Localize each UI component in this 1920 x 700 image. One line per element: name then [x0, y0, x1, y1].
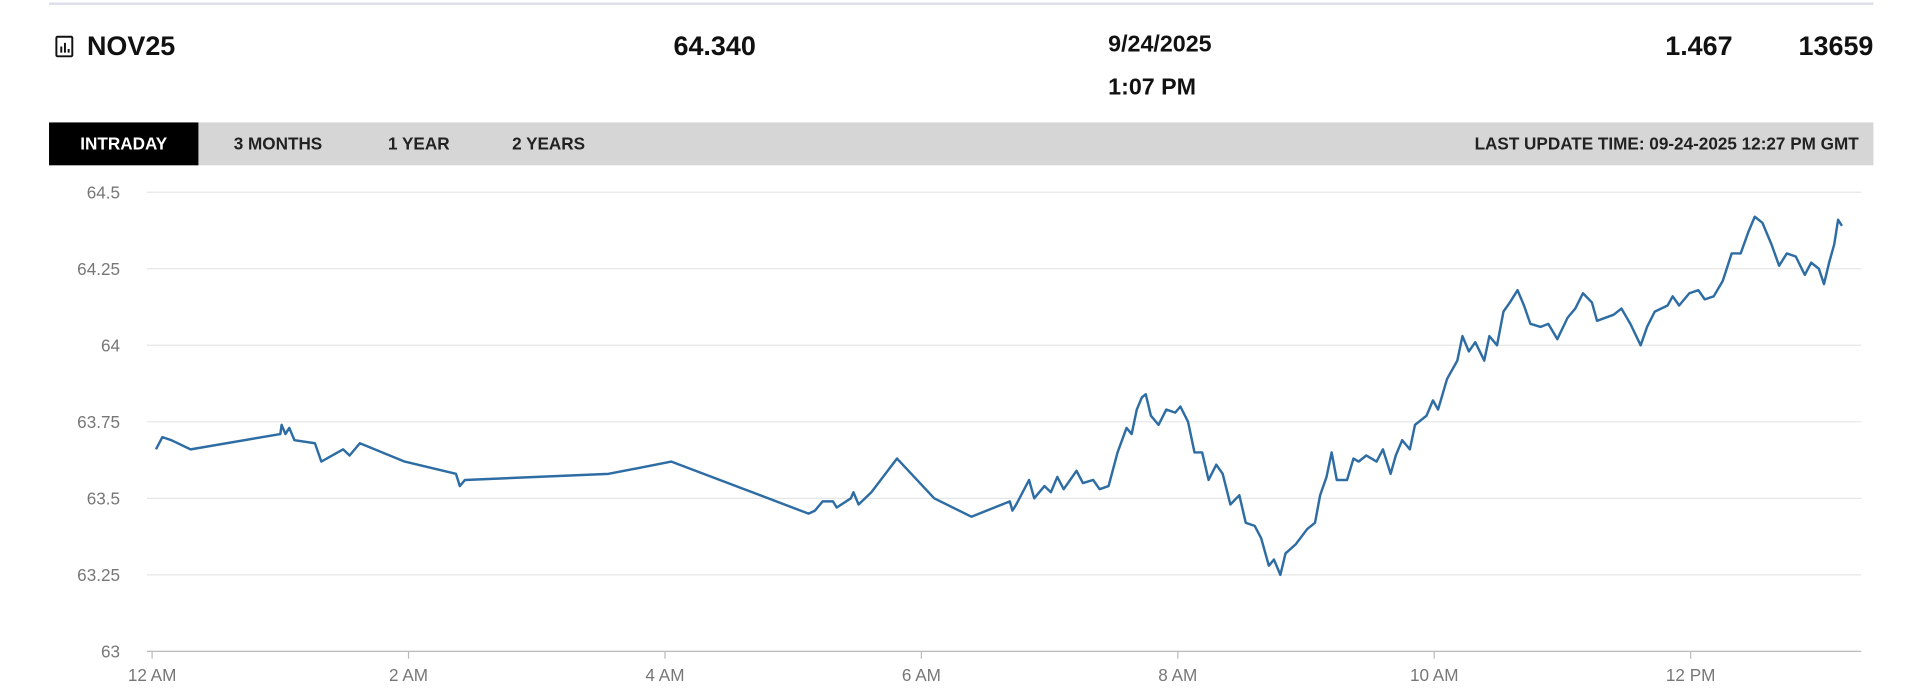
x-tick-label: 2 AM: [389, 665, 428, 685]
tab-bar: [49, 122, 1874, 166]
change: 1.467: [1665, 31, 1732, 61]
y-tick-label: 63.5: [87, 488, 120, 508]
tab[interactable]: 1 YEAR: [388, 133, 450, 153]
y-tick-label: 63: [101, 642, 120, 662]
x-tick-label: 12 PM: [1666, 665, 1716, 685]
price-line: [154, 215, 1843, 577]
last-update: LAST UPDATE TIME: 09-24-2025 12:27 PM GM…: [1475, 133, 1860, 153]
y-tick-label: 64.5: [87, 182, 120, 202]
date: 9/24/2025: [1108, 30, 1212, 56]
price: 64.340: [673, 31, 755, 61]
volume: 13659: [1799, 31, 1874, 61]
y-tick-label: 64.25: [77, 259, 120, 279]
symbol: NOV25: [87, 31, 175, 61]
tab[interactable]: 2 YEARS: [512, 133, 585, 153]
tab[interactable]: INTRADAY: [80, 133, 167, 153]
time: 1:07 PM: [1108, 73, 1196, 99]
y-tick-label: 63.25: [77, 565, 120, 585]
active-tab[interactable]: [49, 122, 199, 166]
x-tick-label: 4 AM: [645, 665, 684, 685]
x-tick-label: 6 AM: [902, 665, 941, 685]
x-tick-label: 8 AM: [1158, 665, 1197, 685]
y-tick-label: 63.75: [77, 412, 120, 432]
y-tick-label: 64: [101, 335, 121, 355]
tab[interactable]: 3 MONTHS: [234, 133, 322, 153]
x-tick-label: 12 AM: [128, 665, 177, 685]
plot: 63 63.25 63.5 63.75 64 64.25 64.5 12 AM 2 AM 4 AM…: [77, 182, 1862, 685]
x-tick-label: 10 AM: [1410, 665, 1459, 685]
chart-icon: [55, 35, 74, 58]
